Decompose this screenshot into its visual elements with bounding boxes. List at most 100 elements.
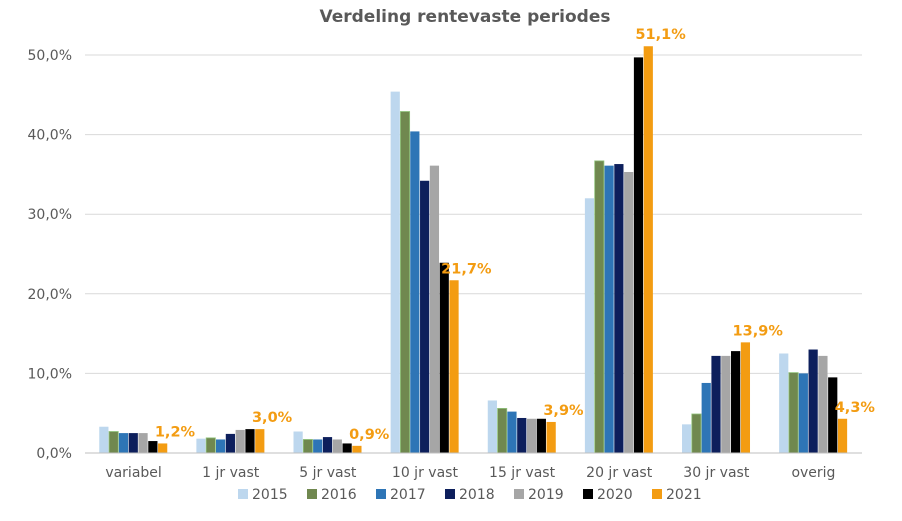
bar-2018-0 [128,433,138,453]
y-tick-label: 40,0% [28,128,72,144]
chart-title: Verdeling rentevaste periodes [319,7,610,27]
y-tick-label: 30,0% [28,207,72,223]
bar-2020-1 [245,429,255,453]
bar-2020-5 [633,57,644,453]
bar-2017-6 [701,382,711,453]
legend-label: 2021 [666,487,702,503]
bar-2016-0 [108,431,119,454]
data-labels: 1,2% 3,0% 0,9% 21,7% 3,9% 51,1% 13,9% 4,3% [155,27,876,443]
bar-2015-3 [390,91,400,453]
legend-swatch [376,489,386,499]
legend-label: 2016 [321,487,357,503]
bar-2018-3 [420,180,430,453]
bar-2021-0 [158,443,168,453]
legend-label: 2020 [597,487,633,503]
bar-2018-1 [225,433,235,453]
bar-2019-6 [721,355,731,453]
legend-swatch [652,489,662,499]
y-axis-ticks: 0,0% 10,0% 20,0% 30,0% 40,0% 50,0% [28,48,72,462]
bar-2020-6 [731,351,741,453]
bar-2018-6 [711,355,721,453]
bar-2021-1 [255,429,265,453]
bar-2016-2 [302,439,313,454]
bar-2021-2 [352,445,362,453]
y-tick-label: 20,0% [28,287,72,303]
bars [99,46,848,454]
bar-2021-3 [449,280,459,453]
data-label: 4,3% [835,400,876,416]
data-label: 51,1% [635,27,686,43]
bar-2017-2 [313,439,323,453]
bar-2015-5 [584,198,595,453]
bar-2018-5 [614,164,624,453]
bar-2016-5 [594,160,605,454]
x-tick-label: 30 jr vast [683,465,750,481]
data-label: 13,9% [733,323,784,339]
bar-2021-5 [643,46,653,454]
data-label: 3,0% [252,410,293,426]
legend-swatch [238,489,248,499]
y-tick-label: 50,0% [28,48,72,64]
bar-2019-2 [332,439,342,453]
bar-2016-4 [497,408,508,454]
bar-2016-7 [788,372,799,454]
legend-swatch [514,489,524,499]
x-tick-label: 15 jr vast [489,465,556,481]
x-axis-ticks: variabel 1 jr vast 5 jr vast 10 jr vast 15 j… [105,465,835,481]
bar-2019-3 [429,165,440,454]
bar-2015-1 [196,438,206,453]
data-label: 21,7% [441,261,492,277]
bar-2016-3 [400,111,411,454]
bar-2021-6 [740,342,751,453]
x-tick-label: 20 jr vast [586,465,653,481]
data-label: 0,9% [349,427,390,443]
x-tick-label: overig [791,465,835,481]
bar-2017-3 [410,131,420,453]
legend-swatch [445,489,455,499]
x-tick-label: 5 jr vast [299,465,357,481]
data-label: 1,2% [155,424,196,440]
legend-swatch [307,489,317,499]
bar-2017-0 [118,433,129,453]
bar-2021-4 [546,421,556,453]
legend-label: 2018 [459,487,495,503]
bar-2017-5 [604,165,614,454]
bar-2020-0 [148,441,158,453]
bar-2018-2 [322,437,333,453]
bar-2017-7 [798,373,808,453]
bar-2016-6 [691,413,702,454]
legend-label: 2015 [252,487,288,503]
bar-2020-4 [536,418,546,453]
bar-2019-5 [624,172,634,453]
bar-2016-1 [205,437,216,454]
x-tick-label: variabel [105,465,161,481]
x-tick-label: 1 jr vast [202,465,260,481]
bar-2020-2 [342,443,352,453]
bar-2015-7 [779,353,789,453]
bar-2018-4 [517,417,527,453]
data-label: 3,9% [543,403,584,419]
bar-2017-1 [215,439,226,453]
legend-label: 2019 [528,487,564,503]
x-tick-label: 10 jr vast [392,465,459,481]
bar-2015-0 [99,426,109,453]
bar-2017-4 [507,411,517,453]
bar-2019-7 [818,355,828,453]
bar-2021-7 [837,418,848,453]
y-tick-label: 10,0% [28,366,72,382]
bar-2018-7 [808,349,818,453]
bar-2020-3 [439,262,449,453]
legend-swatch [583,489,593,499]
bar-2015-2 [293,431,303,453]
bar-2015-6 [682,424,692,453]
bar-2020-7 [828,377,838,453]
bar-2015-4 [487,400,497,453]
y-tick-label: 0,0% [36,446,72,462]
bar-2019-1 [235,429,245,453]
bar-2019-0 [138,433,148,453]
legend: 2015 2016 2017 2018 2019 2020 2021 [238,487,702,503]
bar-2019-4 [526,418,537,453]
legend-label: 2017 [390,487,426,503]
